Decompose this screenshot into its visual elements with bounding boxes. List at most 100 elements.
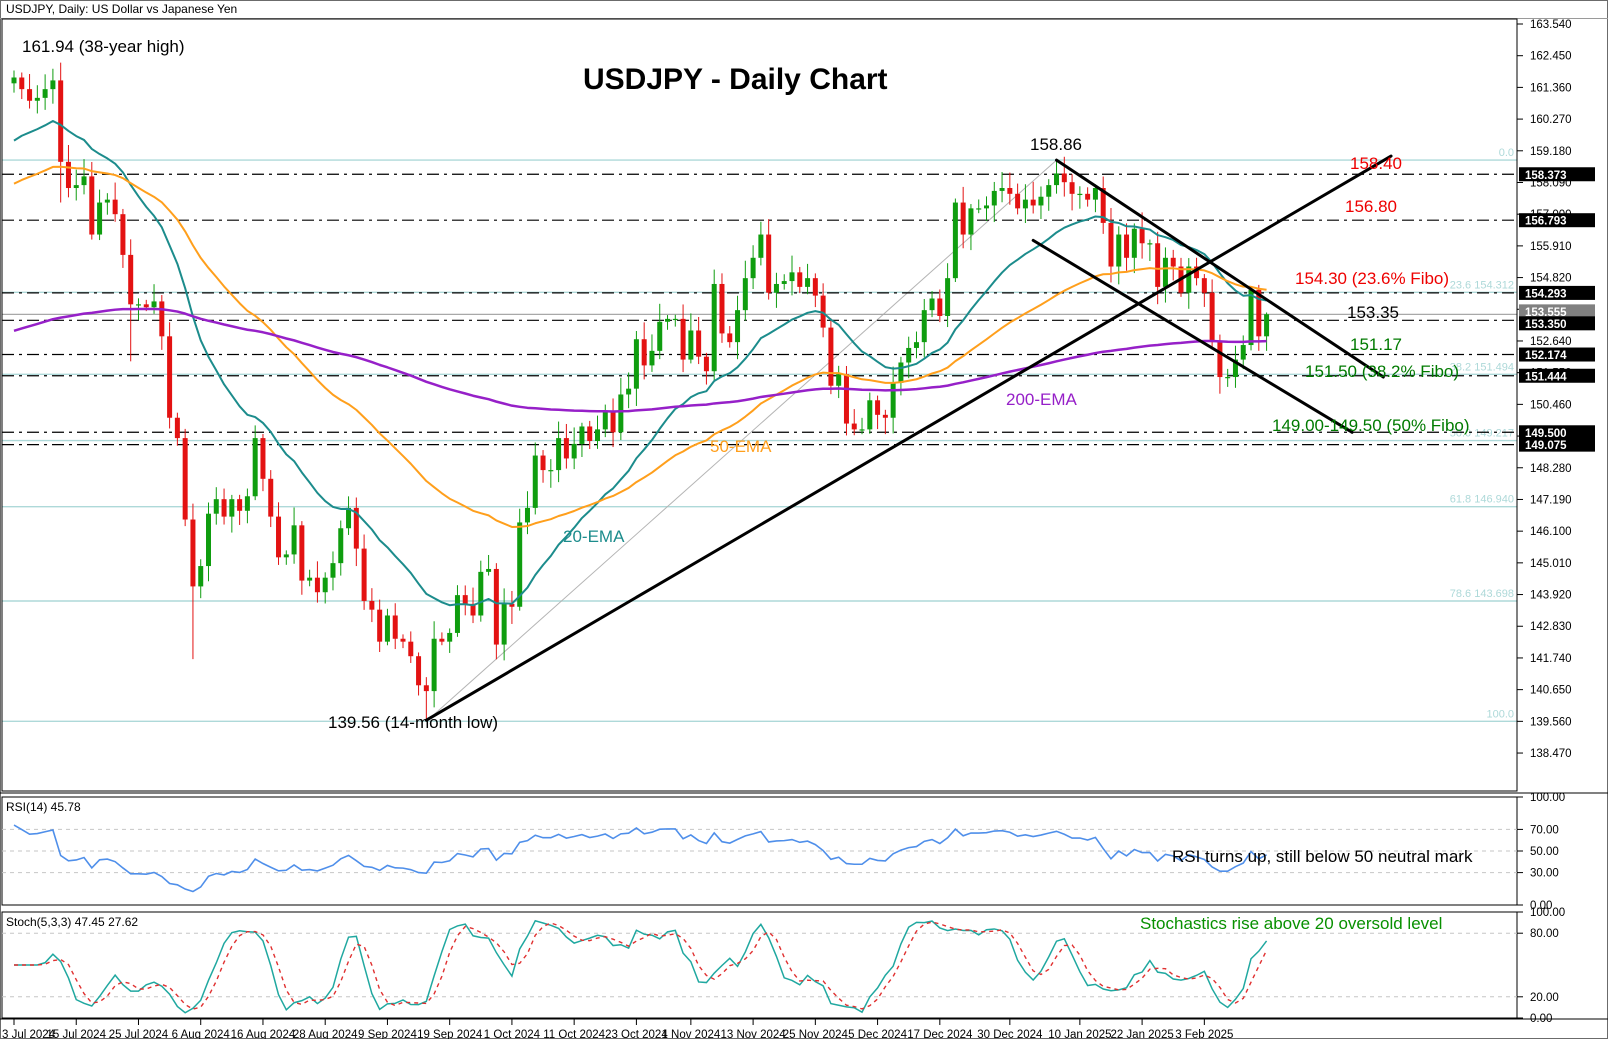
- price-axis-label: 140.650: [1530, 685, 1572, 697]
- price-axis-label: 147.190: [1530, 494, 1572, 506]
- stoch-main-line: [14, 919, 1268, 1014]
- rsi-axis-label: 30.00: [1530, 868, 1559, 880]
- axis-price-box: [1519, 425, 1595, 440]
- date-axis-label[interactable]: 22 Jan 2025: [1110, 1029, 1173, 1039]
- annotation-text: 149.00-149.50 (50% Fibo): [1272, 416, 1470, 435]
- svg-text:149.500: 149.500: [1525, 428, 1567, 440]
- price-axis-label: 161.360: [1530, 82, 1572, 94]
- price-axis-label: 152.640: [1530, 336, 1572, 348]
- date-axis-label[interactable]: 23 Oct 2024: [605, 1029, 668, 1039]
- annotation-text: 200-EMA: [1006, 390, 1077, 409]
- annotation-text: 158.86: [1030, 135, 1082, 154]
- stoch-axis-label: 80.00: [1530, 928, 1559, 940]
- fibo-level-label: 100.0: [1486, 708, 1514, 720]
- axis-price-box: [1519, 316, 1595, 331]
- axis-price-box: [1519, 167, 1595, 182]
- rsi-axis-label: 70.00: [1530, 824, 1559, 836]
- svg-text:158.373: 158.373: [1525, 170, 1567, 182]
- rsi-axis-label: 0.00: [1530, 900, 1552, 912]
- axis-price-box: [1519, 285, 1595, 300]
- date-axis-label[interactable]: 6 Aug 2024: [172, 1029, 231, 1039]
- fibo-level-label: 23.6 154.312: [1450, 279, 1514, 291]
- trendline[interactable]: [1055, 158, 1385, 379]
- price-axis-label: 148.280: [1530, 463, 1572, 475]
- price-axis-label: 145.010: [1530, 558, 1572, 570]
- candlesticks: [11, 62, 1270, 722]
- fibo-level-label: 50.0 149.217: [1450, 428, 1514, 440]
- date-axis-label[interactable]: 28 Aug 2024: [293, 1029, 358, 1039]
- stoch-signal-line: [14, 921, 1268, 1010]
- rsi-line: [13, 824, 1267, 893]
- svg-text:154.293: 154.293: [1525, 288, 1567, 300]
- stoch-axis-label: 100.00: [1530, 907, 1565, 919]
- trendline[interactable]: [424, 154, 1393, 722]
- annotation-text: 158.40: [1350, 154, 1402, 173]
- price-axis-label: 159.180: [1530, 146, 1572, 158]
- date-axis-label[interactable]: 15 Jul 2024: [47, 1029, 107, 1039]
- svg-text:153.350: 153.350: [1525, 319, 1567, 331]
- svg-text:153.555: 153.555: [1525, 307, 1567, 319]
- svg-text:152.174: 152.174: [1525, 350, 1567, 362]
- trendline[interactable]: [1031, 238, 1354, 434]
- annotation-text: 151.50 (38.2% Fibo): [1305, 362, 1460, 381]
- price-axis-label: 141.740: [1530, 653, 1572, 665]
- annotation-text: 151.17: [1350, 335, 1402, 354]
- price-axis-label: 139.560: [1530, 716, 1572, 728]
- rsi-axis-label: 50.00: [1530, 846, 1559, 858]
- svg-text:151.444: 151.444: [1525, 371, 1567, 383]
- chart-title: USDJPY - Daily Chart: [583, 63, 888, 96]
- fibo-level-label: 0.0: [1499, 147, 1514, 159]
- fibo-level-label: 38.2 151.494: [1450, 361, 1514, 373]
- axis-price-box: [1519, 304, 1595, 319]
- price-axis-label: 162.450: [1530, 51, 1572, 63]
- stoch-axis-label: 20.00: [1530, 992, 1559, 1004]
- date-axis-label[interactable]: 1 Nov 2024: [661, 1029, 720, 1039]
- price-axis-label: 154.820: [1530, 273, 1572, 285]
- date-axis-label[interactable]: 9 Sep 2024: [358, 1029, 417, 1039]
- price-axis-label: 143.920: [1530, 590, 1572, 602]
- date-axis-label[interactable]: 25 Nov 2024: [783, 1029, 849, 1039]
- svg-text:156.793: 156.793: [1525, 216, 1567, 228]
- date-axis-label[interactable]: 3 Jul 2024: [2, 1029, 56, 1039]
- axis-price-box: [1519, 368, 1595, 383]
- date-axis-label[interactable]: 13 Nov 2024: [720, 1029, 786, 1039]
- annotation-text: 161.94 (38-year high): [22, 37, 185, 56]
- date-axis-label[interactable]: 10 Jan 2025: [1048, 1029, 1111, 1039]
- annotation-text: 153.35: [1347, 303, 1399, 322]
- stoch-panel[interactable]: [1, 911, 1518, 1019]
- annotation-text: RSI turns up, still below 50 neutral mar…: [1172, 847, 1473, 866]
- 50-ema-line: [13, 165, 1267, 528]
- date-axis-label[interactable]: 1 Oct 2024: [484, 1029, 541, 1039]
- annotation-text: 154.30 (23.6% Fibo): [1295, 269, 1450, 288]
- 20-ema-line: [13, 120, 1267, 607]
- date-axis-label[interactable]: 30 Dec 2024: [977, 1029, 1043, 1039]
- annotation-text: 156.80: [1345, 197, 1397, 216]
- axis-price-box: [1519, 437, 1595, 452]
- price-axis-label: 163.540: [1530, 19, 1572, 31]
- date-axis-label[interactable]: 25 Jul 2024: [109, 1029, 169, 1039]
- date-axis-label[interactable]: 3 Feb 2025: [1175, 1029, 1233, 1039]
- svg-text:149.075: 149.075: [1525, 440, 1567, 452]
- price-axis-label: 146.100: [1530, 526, 1572, 538]
- stoch-indicator-label: Stoch(5,3,3) 47.45 27.62: [6, 915, 139, 929]
- rsi-indicator-label: RSI(14) 45.78: [6, 800, 81, 814]
- axis-price-box: [1519, 347, 1595, 362]
- price-axis-label: 155.910: [1530, 241, 1572, 253]
- date-axis-label[interactable]: 16 Aug 2024: [231, 1029, 296, 1039]
- price-axis-label: 138.470: [1530, 748, 1572, 760]
- date-axis-label[interactable]: 17 Dec 2024: [907, 1029, 973, 1039]
- price-axis-label: 142.830: [1530, 621, 1572, 633]
- rsi-axis-label: 100.00: [1530, 792, 1565, 804]
- annotation-text: 50-EMA: [710, 437, 772, 456]
- annotation-text: 139.56 (14-month low): [328, 713, 499, 732]
- axis-price-box: [1519, 213, 1595, 228]
- annotation-text: 20-EMA: [563, 527, 625, 546]
- fibo-level-label: 78.6 143.698: [1450, 588, 1514, 600]
- date-axis-label[interactable]: 11 Oct 2024: [543, 1029, 605, 1039]
- date-axis-label[interactable]: 19 Sep 2024: [417, 1029, 483, 1039]
- chart-header-title: USDJPY, Daily: US Dollar vs Japanese Yen: [6, 2, 238, 16]
- date-axis-label[interactable]: 5 Dec 2024: [848, 1029, 907, 1039]
- 200-ema-line: [13, 307, 1267, 413]
